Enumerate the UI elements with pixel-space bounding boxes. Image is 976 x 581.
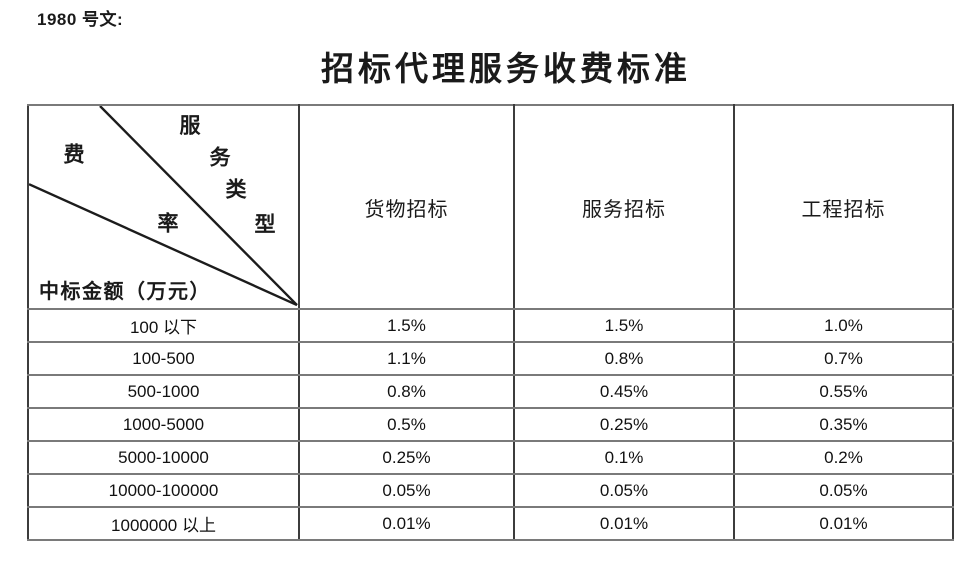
corner-col-axis-char-4: 型 bbox=[254, 212, 276, 237]
rate-cell: 1.5% bbox=[513, 308, 735, 343]
diagonal-split-header-cell: 服 务 类 型 费 率 中标金额（万元） bbox=[27, 104, 300, 310]
rate-cell: 0.05% bbox=[513, 473, 735, 508]
rate-cell: 0.1% bbox=[513, 440, 735, 475]
rate-cell: 0.25% bbox=[513, 407, 735, 442]
amount-range-cell: 5000-10000 bbox=[27, 440, 300, 475]
amount-axis-label: 中标金额（万元） bbox=[39, 281, 211, 303]
rate-cell: 1.5% bbox=[298, 308, 515, 343]
table-row: 100 以下 1.5% 1.5% 1.0% bbox=[27, 308, 954, 343]
rate-cell: 0.8% bbox=[298, 374, 515, 409]
table-row: 10000-100000 0.05% 0.05% 0.05% bbox=[27, 473, 954, 508]
corner-row-axis-char-top: 费 bbox=[63, 142, 85, 167]
rate-cell: 0.5% bbox=[298, 407, 515, 442]
fee-standard-table: 服 务 类 型 费 率 中标金额（万元） 货物招标 服务招标 工程招标 100 … bbox=[27, 104, 954, 541]
table-row: 1000000 以上 0.01% 0.01% 0.01% bbox=[27, 506, 954, 541]
rate-cell: 0.35% bbox=[733, 407, 954, 442]
amount-range-cell: 1000-5000 bbox=[27, 407, 300, 442]
rate-cell: 0.01% bbox=[298, 506, 515, 541]
amount-range-cell: 100 以下 bbox=[27, 308, 300, 343]
rate-cell: 0.55% bbox=[733, 374, 954, 409]
amount-range-cell: 10000-100000 bbox=[27, 473, 300, 508]
table-row: 5000-10000 0.25% 0.1% 0.2% bbox=[27, 440, 954, 475]
rate-cell: 0.2% bbox=[733, 440, 954, 475]
amount-range-cell: 1000000 以上 bbox=[27, 506, 300, 541]
rate-cell: 0.7% bbox=[733, 341, 954, 376]
table-row: 100-500 1.1% 0.8% 0.7% bbox=[27, 341, 954, 376]
doc-number-label: 1980 号文: bbox=[37, 10, 124, 29]
page-title: 招标代理服务收费标准 bbox=[321, 52, 691, 88]
rate-cell: 0.05% bbox=[733, 473, 954, 508]
rate-cell: 0.05% bbox=[298, 473, 515, 508]
column-header-engineering: 工程招标 bbox=[733, 104, 954, 310]
diagonal-lines-graphic bbox=[29, 106, 298, 307]
corner-col-axis-char-3: 类 bbox=[225, 177, 247, 202]
diagonal-line-lower bbox=[29, 183, 298, 307]
rate-cell: 0.01% bbox=[513, 506, 735, 541]
column-header-service: 服务招标 bbox=[513, 104, 735, 310]
table-row: 1000-5000 0.5% 0.25% 0.35% bbox=[27, 407, 954, 442]
column-header-goods: 货物招标 bbox=[298, 104, 515, 310]
rate-cell: 1.0% bbox=[733, 308, 954, 343]
rate-cell: 1.1% bbox=[298, 341, 515, 376]
corner-col-axis-char-2: 务 bbox=[209, 145, 231, 170]
rate-cell: 0.01% bbox=[733, 506, 954, 541]
corner-row-axis-char-bottom: 率 bbox=[157, 211, 179, 236]
rate-cell: 0.45% bbox=[513, 374, 735, 409]
diagonal-line-upper bbox=[99, 106, 298, 306]
table-row: 500-1000 0.8% 0.45% 0.55% bbox=[27, 374, 954, 409]
rate-cell: 0.8% bbox=[513, 341, 735, 376]
corner-col-axis-char-1: 服 bbox=[179, 113, 201, 138]
table-header-row: 服 务 类 型 费 率 中标金额（万元） 货物招标 服务招标 工程招标 bbox=[27, 104, 954, 310]
amount-range-cell: 500-1000 bbox=[27, 374, 300, 409]
amount-range-cell: 100-500 bbox=[27, 341, 300, 376]
rate-cell: 0.25% bbox=[298, 440, 515, 475]
